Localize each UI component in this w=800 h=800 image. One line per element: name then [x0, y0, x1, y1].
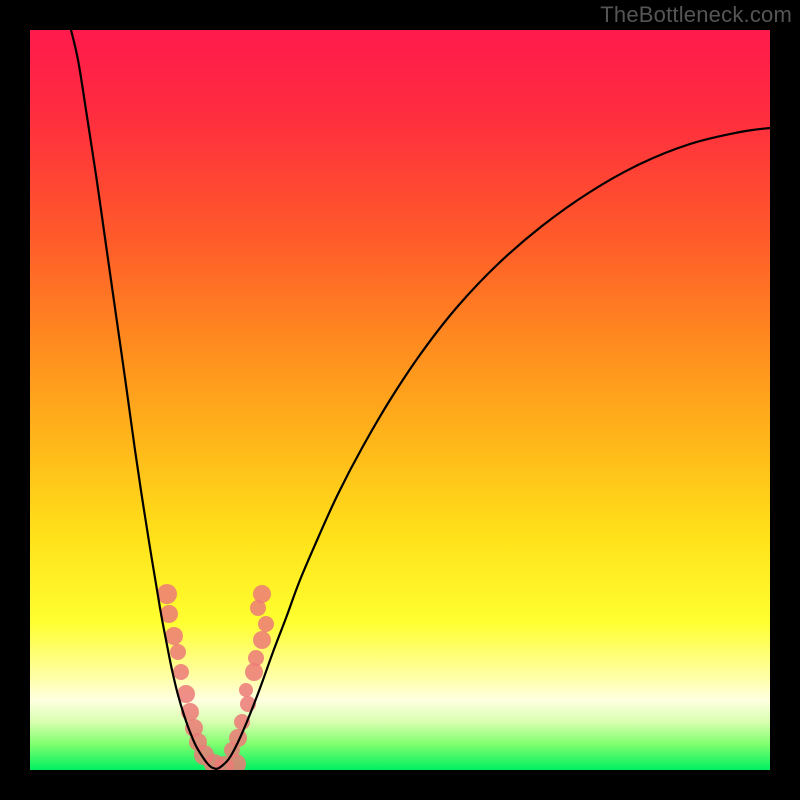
- chart-svg: [0, 0, 800, 800]
- marker-dot: [165, 627, 183, 645]
- marker-dot: [239, 683, 253, 697]
- marker-dot: [248, 650, 264, 666]
- marker-dot: [170, 644, 186, 660]
- watermark-text: TheBottleneck.com: [600, 2, 792, 28]
- marker-dot: [173, 664, 189, 680]
- marker-dot: [258, 616, 274, 632]
- chart-stage: TheBottleneck.com: [0, 0, 800, 800]
- marker-dot: [157, 584, 177, 604]
- marker-dot: [253, 631, 271, 649]
- plot-background: [30, 30, 770, 770]
- marker-dot: [253, 585, 271, 603]
